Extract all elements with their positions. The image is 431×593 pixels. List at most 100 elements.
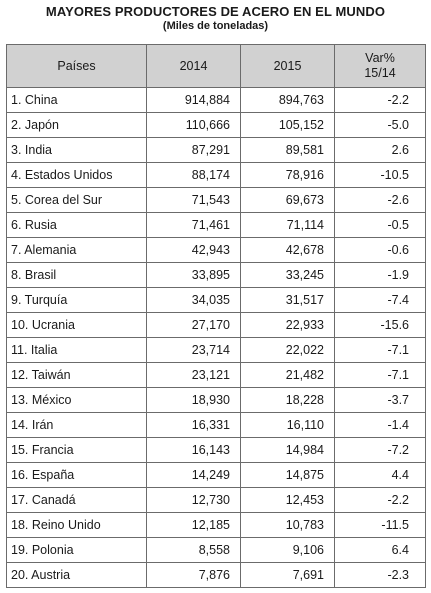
cell-variation: -3.7 (334, 387, 426, 413)
cell-country: 17. Canadá (6, 487, 147, 513)
cell-country: 10. Ucrania (6, 312, 147, 338)
table-row: 7. Alemania 42,943 42,678 -0.6 (6, 237, 426, 263)
cell-2014: 88,174 (146, 162, 241, 188)
cell-country: 7. Alemania (6, 237, 147, 263)
cell-variation: -0.6 (334, 237, 426, 263)
cell-variation: -15.6 (334, 312, 426, 338)
cell-country: 11. Italia (6, 337, 147, 363)
cell-country: 2. Japón (6, 112, 147, 138)
cell-2014: 110,666 (146, 112, 241, 138)
cell-2015: 22,022 (240, 337, 335, 363)
table-row: 14. Irán 16,331 16,110 -1.4 (6, 412, 426, 438)
cell-2014: 18,930 (146, 387, 241, 413)
cell-country: 16. España (6, 462, 147, 488)
cell-2015: 71,114 (240, 212, 335, 238)
header-variation: Var% 15/14 (334, 44, 426, 88)
table-row: 13. México 18,930 18,228 -3.7 (6, 387, 426, 413)
cell-country: 5. Corea del Sur (6, 187, 147, 213)
cell-variation: -1.4 (334, 412, 426, 438)
cell-2015: 18,228 (240, 387, 335, 413)
table-row: 8. Brasil 33,895 33,245 -1.9 (6, 262, 426, 288)
cell-2014: 33,895 (146, 262, 241, 288)
cell-country: 13. México (6, 387, 147, 413)
cell-2014: 12,185 (146, 512, 241, 538)
cell-2015: 894,763 (240, 87, 335, 113)
cell-variation: 4.4 (334, 462, 426, 488)
table-row: 19. Polonia 8,558 9,106 6.4 (6, 537, 426, 563)
cell-country: 20. Austria (6, 562, 147, 588)
cell-2014: 914,884 (146, 87, 241, 113)
table-row: 6. Rusia 71,461 71,114 -0.5 (6, 212, 426, 238)
cell-2015: 105,152 (240, 112, 335, 138)
cell-2014: 8,558 (146, 537, 241, 563)
table-row: 10. Ucrania 27,170 22,933 -15.6 (6, 312, 426, 338)
cell-variation: -10.5 (334, 162, 426, 188)
cell-variation: -2.6 (334, 187, 426, 213)
cell-country: 8. Brasil (6, 262, 147, 288)
cell-country: 4. Estados Unidos (6, 162, 147, 188)
table-row: 3. India 87,291 89,581 2.6 (6, 137, 426, 163)
cell-2015: 16,110 (240, 412, 335, 438)
cell-2014: 87,291 (146, 137, 241, 163)
cell-country: 18. Reino Unido (6, 512, 147, 538)
cell-2014: 23,121 (146, 362, 241, 388)
table-row: 18. Reino Unido 12,185 10,783 -11.5 (6, 512, 426, 538)
table-row: 11. Italia 23,714 22,022 -7.1 (6, 337, 426, 363)
cell-2014: 23,714 (146, 337, 241, 363)
cell-2015: 33,245 (240, 262, 335, 288)
table-row: 4. Estados Unidos 88,174 78,916 -10.5 (6, 162, 426, 188)
cell-variation: -2.3 (334, 562, 426, 588)
cell-2014: 42,943 (146, 237, 241, 263)
cell-country: 19. Polonia (6, 537, 147, 563)
cell-variation: -2.2 (334, 87, 426, 113)
cell-2014: 71,543 (146, 187, 241, 213)
table-row: 12. Taiwán 23,121 21,482 -7.1 (6, 362, 426, 388)
steel-producers-table: Países 2014 2015 Var% 15/14 1. China 914,… (6, 44, 426, 588)
cell-2015: 69,673 (240, 187, 335, 213)
cell-2015: 9,106 (240, 537, 335, 563)
cell-variation: -7.1 (334, 337, 426, 363)
cell-variation: -1.9 (334, 262, 426, 288)
cell-2015: 10,783 (240, 512, 335, 538)
cell-2015: 31,517 (240, 287, 335, 313)
cell-2015: 14,984 (240, 437, 335, 463)
cell-2015: 78,916 (240, 162, 335, 188)
table-row: 17. Canadá 12,730 12,453 -2.2 (6, 487, 426, 513)
cell-country: 6. Rusia (6, 212, 147, 238)
cell-2014: 34,035 (146, 287, 241, 313)
cell-2014: 16,143 (146, 437, 241, 463)
cell-country: 1. China (6, 87, 147, 113)
cell-variation: 2.6 (334, 137, 426, 163)
cell-variation: 6.4 (334, 537, 426, 563)
cell-country: 3. India (6, 137, 147, 163)
header-2015: 2015 (240, 44, 335, 88)
table-row: 2. Japón 110,666 105,152 -5.0 (6, 112, 426, 138)
table-row: 15. Francia 16,143 14,984 -7.2 (6, 437, 426, 463)
table-row: 16. España 14,249 14,875 4.4 (6, 462, 426, 488)
header-2014: 2014 (146, 44, 241, 88)
cell-2015: 7,691 (240, 562, 335, 588)
table-title: MAYORES PRODUCTORES DE ACERO EN EL MUNDO (45, 4, 386, 19)
table-body: 1. China 914,884 894,763 -2.2 2. Japón 110,66… (6, 87, 426, 588)
cell-2015: 14,875 (240, 462, 335, 488)
table-subtitle: (Miles de toneladas) (162, 20, 269, 32)
cell-variation: -7.4 (334, 287, 426, 313)
cell-variation: -7.2 (334, 437, 426, 463)
table-row: 5. Corea del Sur 71,543 69,673 -2.6 (6, 187, 426, 213)
cell-2014: 71,461 (146, 212, 241, 238)
cell-variation: -5.0 (334, 112, 426, 138)
cell-2015: 21,482 (240, 362, 335, 388)
cell-country: 15. Francia (6, 437, 147, 463)
header-countries: Países (6, 44, 147, 88)
cell-2015: 42,678 (240, 237, 335, 263)
table-row: 1. China 914,884 894,763 -2.2 (6, 87, 426, 113)
cell-2015: 12,453 (240, 487, 335, 513)
table-header-row: Países 2014 2015 Var% 15/14 (6, 44, 426, 88)
cell-variation: -0.5 (334, 212, 426, 238)
cell-2014: 16,331 (146, 412, 241, 438)
cell-country: 9. Turquía (6, 287, 147, 313)
table-row: 20. Austria 7,876 7,691 -2.3 (6, 562, 426, 588)
cell-country: 12. Taiwán (6, 362, 147, 388)
cell-variation: -2.2 (334, 487, 426, 513)
